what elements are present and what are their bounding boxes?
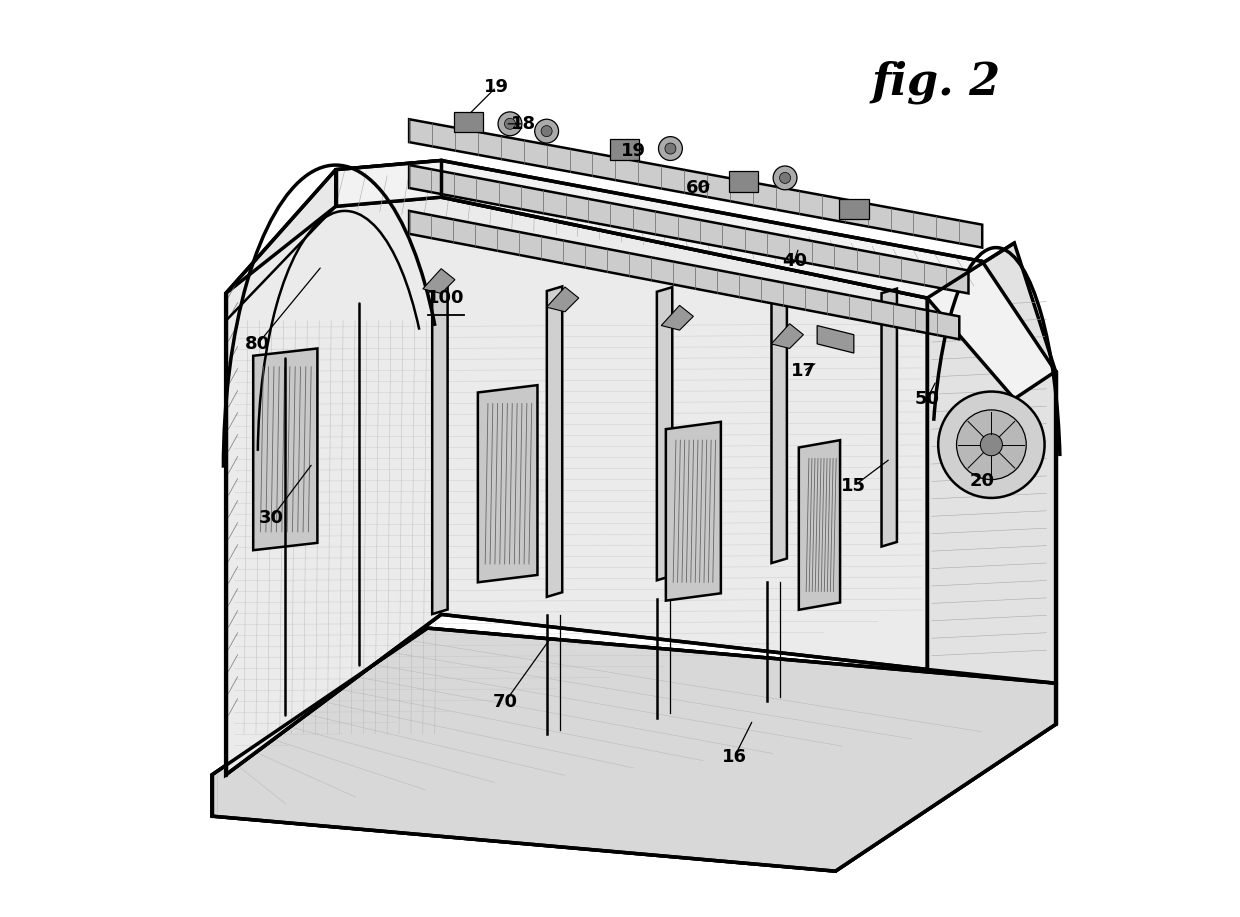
- Bar: [839, 199, 868, 219]
- Polygon shape: [771, 288, 787, 563]
- Polygon shape: [409, 119, 982, 248]
- Polygon shape: [409, 211, 960, 339]
- Circle shape: [658, 137, 682, 160]
- Polygon shape: [477, 385, 537, 582]
- Circle shape: [780, 172, 791, 183]
- Polygon shape: [336, 160, 1055, 399]
- Circle shape: [939, 392, 1044, 498]
- Text: 70: 70: [492, 692, 518, 711]
- Polygon shape: [661, 305, 693, 330]
- Circle shape: [505, 118, 516, 129]
- Polygon shape: [212, 628, 1055, 871]
- Text: 60: 60: [686, 179, 711, 197]
- Polygon shape: [547, 287, 579, 312]
- Circle shape: [773, 166, 797, 190]
- Polygon shape: [547, 286, 562, 597]
- Circle shape: [498, 112, 522, 136]
- Polygon shape: [433, 286, 448, 614]
- Polygon shape: [799, 440, 839, 610]
- Polygon shape: [212, 628, 1055, 871]
- Bar: [610, 139, 640, 160]
- Circle shape: [534, 119, 558, 143]
- Text: 18: 18: [511, 115, 536, 133]
- Polygon shape: [253, 348, 317, 550]
- Circle shape: [981, 434, 1002, 456]
- Polygon shape: [226, 160, 441, 775]
- Text: 15: 15: [841, 477, 867, 495]
- Text: 16: 16: [722, 747, 748, 766]
- Circle shape: [541, 126, 552, 137]
- Text: fig. 2: fig. 2: [872, 61, 1001, 105]
- Polygon shape: [409, 165, 968, 293]
- Polygon shape: [817, 326, 854, 353]
- Text: 17: 17: [791, 362, 816, 381]
- Text: 40: 40: [781, 252, 807, 271]
- Circle shape: [665, 143, 676, 154]
- Polygon shape: [226, 197, 928, 775]
- Polygon shape: [666, 422, 720, 601]
- Text: 50: 50: [915, 390, 940, 408]
- Polygon shape: [928, 243, 1055, 683]
- Text: 19: 19: [484, 78, 508, 96]
- Text: 80: 80: [246, 335, 270, 353]
- Bar: [454, 112, 484, 132]
- Polygon shape: [423, 269, 455, 293]
- Circle shape: [956, 410, 1027, 480]
- Text: 20: 20: [970, 472, 994, 491]
- Polygon shape: [882, 289, 897, 547]
- Text: 100: 100: [427, 289, 465, 307]
- Bar: [729, 171, 759, 192]
- Text: 19: 19: [621, 142, 646, 160]
- Polygon shape: [657, 287, 672, 580]
- Text: 30: 30: [259, 509, 284, 527]
- Polygon shape: [771, 324, 804, 348]
